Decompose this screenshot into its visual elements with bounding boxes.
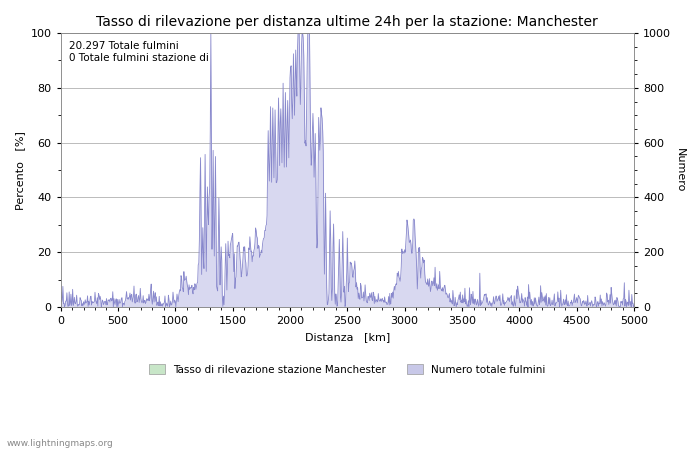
X-axis label: Distanza   [km]: Distanza [km] [304,332,390,342]
Y-axis label: Numero: Numero [675,148,685,192]
Title: Tasso di rilevazione per distanza ultime 24h per la stazione: Manchester: Tasso di rilevazione per distanza ultime… [97,15,598,29]
Legend: Tasso di rilevazione stazione Manchester, Numero totale fulmini: Tasso di rilevazione stazione Manchester… [145,360,550,379]
Text: 20.297 Totale fulmini
0 Totale fulmini stazione di: 20.297 Totale fulmini 0 Totale fulmini s… [69,41,209,63]
Text: www.lightningmaps.org: www.lightningmaps.org [7,439,113,448]
Y-axis label: Percento   [%]: Percento [%] [15,130,25,210]
